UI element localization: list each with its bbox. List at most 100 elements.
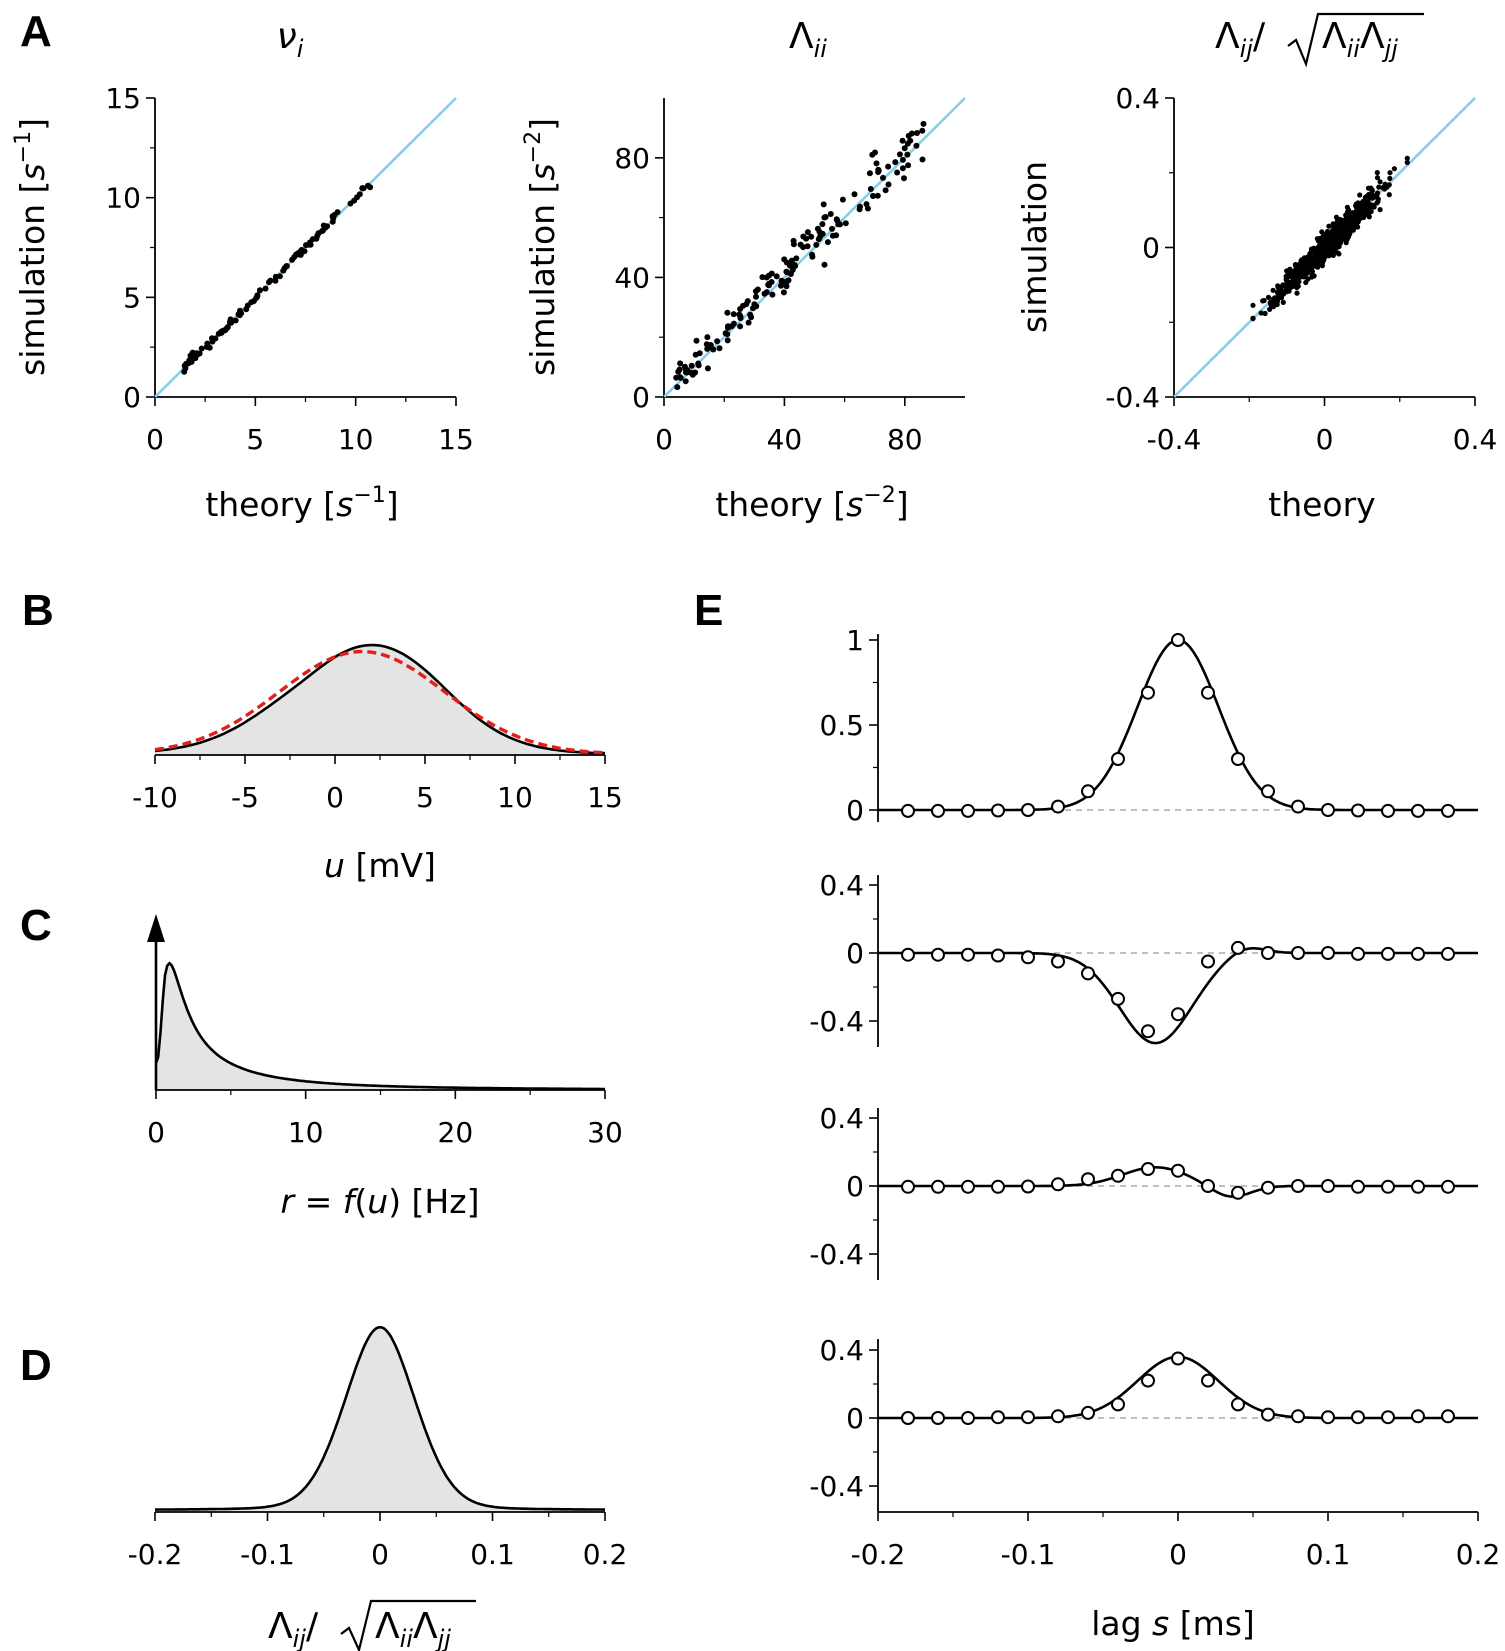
data-point (684, 367, 691, 374)
lag-x-axis (877, 1511, 1479, 1521)
data-point (869, 151, 876, 158)
x-tick-label-neg-0-4: -0.4 (1147, 423, 1202, 456)
data-point (851, 191, 858, 198)
data-point (677, 374, 684, 381)
simulation-marker (1171, 1163, 1185, 1178)
x-axis-label: theory (1268, 485, 1375, 524)
data-point (1326, 232, 1332, 238)
data-point (1347, 216, 1353, 222)
x-tick-label-10: 10 (338, 423, 374, 456)
x-tick-label-80: 80 (887, 423, 923, 456)
data-point (193, 350, 200, 357)
x-axis-label-exponent: −1 (353, 483, 385, 508)
simulation-marker (931, 803, 945, 818)
scatter-points (181, 182, 374, 375)
simulation-marker (1381, 1410, 1395, 1425)
data-point (232, 317, 239, 324)
data-point (842, 220, 849, 227)
data-point (1404, 155, 1410, 161)
rate-density-panel: 0 10 20 30 r = f(u) [Hz] (147, 914, 623, 1221)
data-point (1351, 212, 1357, 219)
data-point (716, 345, 723, 352)
cross-correlation-row-3: -0.4 0 0.4 (809, 1102, 1478, 1280)
y-tick-label-neg-0-4: -0.4 (809, 1238, 864, 1271)
simulation-marker (1411, 1409, 1425, 1424)
simulation-marker (961, 947, 975, 962)
data-point (730, 311, 737, 318)
simulation-marker (1291, 946, 1305, 960)
data-point (1274, 299, 1280, 305)
data-point (1363, 204, 1369, 210)
simulation-marker (931, 1411, 945, 1425)
data-point (1293, 276, 1299, 282)
rate-density-curve (154, 961, 605, 1091)
data-point (1343, 240, 1349, 246)
data-point (768, 279, 775, 285)
simulation-marker (1291, 799, 1305, 814)
x-tick-label-neg-5: -5 (231, 781, 259, 814)
simulation-marker (1231, 940, 1245, 955)
data-point (1330, 221, 1336, 227)
data-point (1376, 184, 1382, 190)
cross-correlation-row-1: 0 0.5 1 (819, 624, 1478, 827)
data-point (1278, 284, 1284, 290)
data-point (237, 307, 243, 314)
simulation-marker (1321, 1179, 1335, 1193)
data-point (1364, 209, 1370, 215)
data-point (785, 277, 792, 284)
title-nu-subscript: i (297, 35, 304, 63)
data-point (184, 360, 191, 367)
simulation-marker (1261, 784, 1275, 799)
data-point (809, 253, 816, 260)
data-point (1335, 250, 1341, 256)
simulation-marker (1231, 1397, 1245, 1412)
data-point (821, 261, 828, 268)
simulation-marker (1171, 633, 1185, 647)
simulation-marker (1021, 803, 1035, 817)
data-point (283, 263, 290, 270)
simulation-marker (1081, 784, 1095, 799)
data-point (707, 342, 714, 348)
data-point (1267, 299, 1273, 305)
membrane-potential-density-panel: -10 -5 0 5 10 15 u [mV] (132, 643, 623, 885)
x-tick-label-15: 15 (587, 781, 623, 814)
data-point (899, 156, 906, 163)
y-axis-label-bracket: ] (13, 118, 52, 131)
data-point (819, 221, 826, 228)
panel-letter-b: B (22, 586, 54, 635)
y-axis-label-exponent: −1 (11, 131, 36, 163)
simulation-marker (1171, 1007, 1185, 1022)
data-point (813, 241, 820, 248)
y-axis-label: simulation [s−1] (11, 118, 52, 376)
title-lambda-symbol: Λ (789, 16, 814, 57)
data-point (885, 163, 892, 170)
data-point (791, 262, 798, 268)
data-point (1404, 159, 1410, 166)
title-lambda-ii: Λii (789, 16, 827, 63)
simulation-marker (901, 1179, 915, 1194)
data-point (1344, 204, 1350, 210)
data-point (1366, 214, 1372, 220)
simulation-marker (1381, 1179, 1395, 1194)
data-point (769, 291, 776, 298)
simulation-marker (1321, 1410, 1335, 1425)
data-point (1327, 246, 1333, 252)
x-axis-label-u: u (367, 1182, 388, 1221)
data-point (1366, 191, 1372, 198)
data-point (730, 320, 737, 327)
data-point (267, 277, 274, 284)
cross-correlation-row-2: -0.4 0 0.4 (809, 869, 1478, 1047)
simulation-marker (1111, 752, 1125, 766)
simulation-marker (1171, 1351, 1185, 1366)
correlation-density-fill (155, 1327, 605, 1512)
data-point (224, 325, 230, 332)
title-nu-symbol: ν (277, 16, 297, 57)
data-point (319, 227, 326, 234)
simulation-marker (1021, 1410, 1035, 1425)
simulation-marker (1381, 803, 1395, 818)
data-point (1311, 273, 1317, 279)
data-point (1351, 224, 1357, 230)
data-point (725, 324, 732, 331)
tick-marks (154, 755, 606, 764)
row-axes (869, 875, 1478, 1047)
